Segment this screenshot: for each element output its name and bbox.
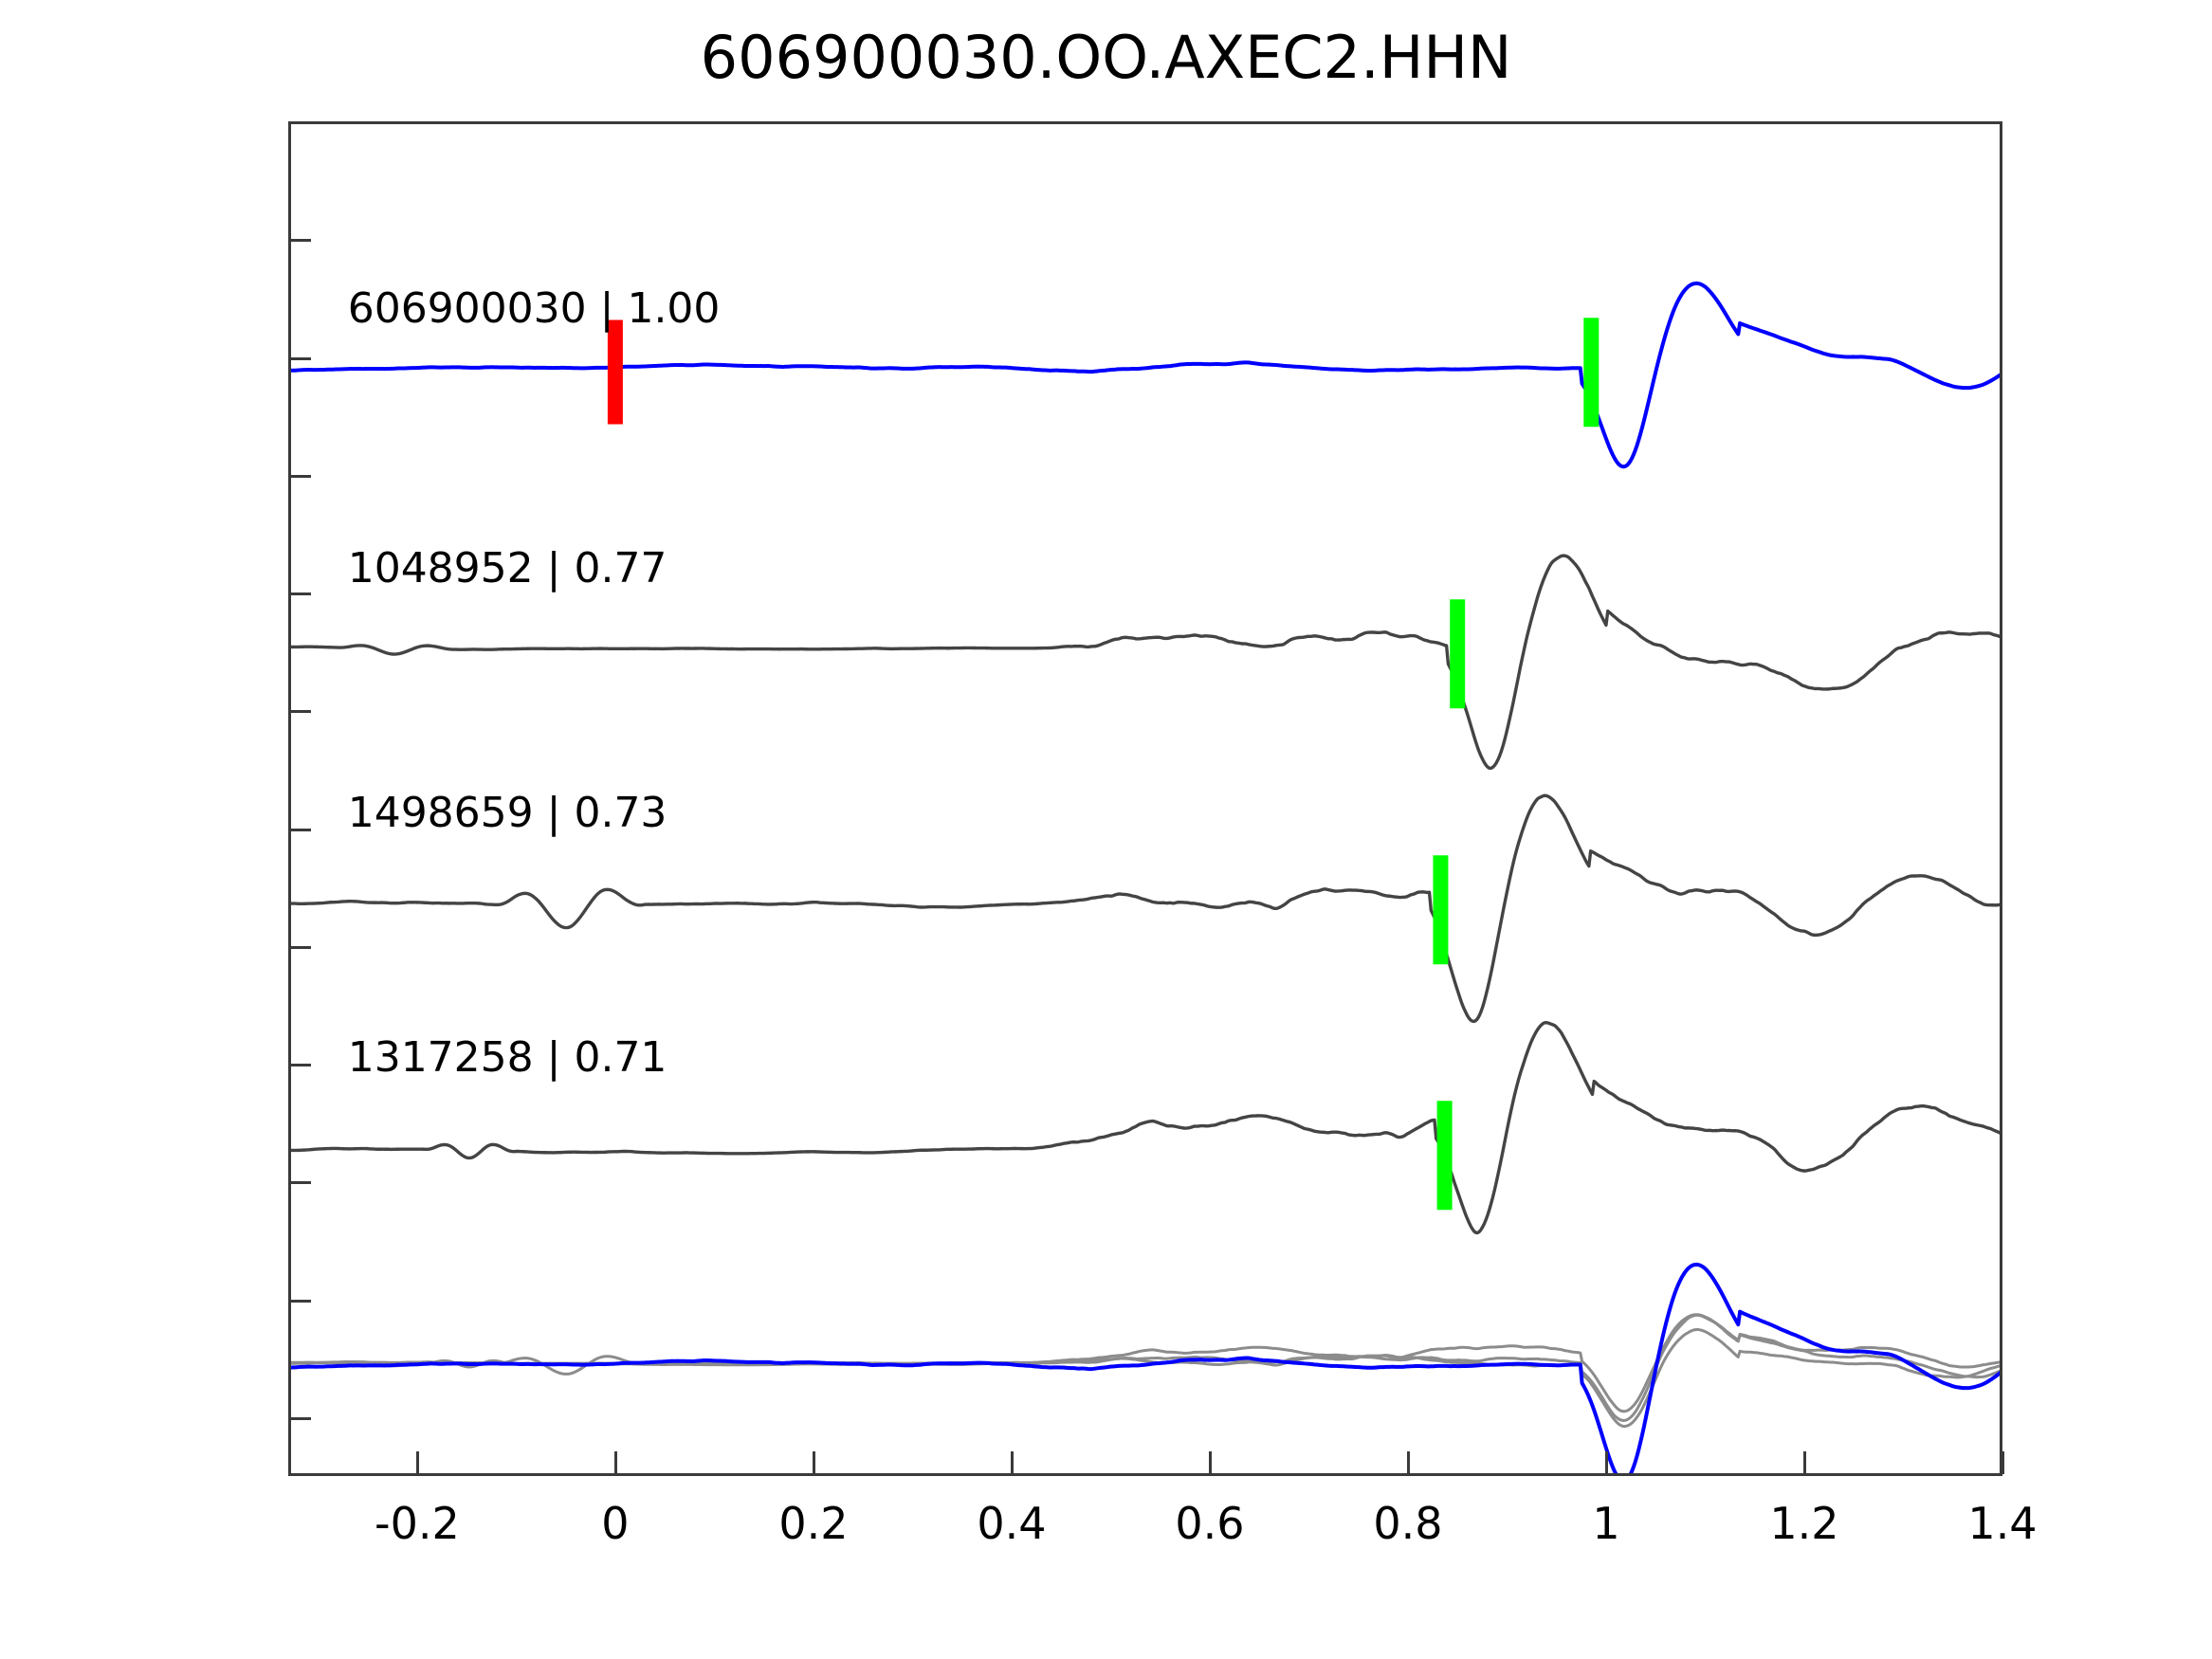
- trace-label-606900030: 606900030 | 1.00: [347, 284, 721, 333]
- s-pick-marker: [1583, 318, 1600, 428]
- x-axis-tick-label: 1: [1592, 1498, 1620, 1549]
- overlay-trace-1498659: [288, 1313, 2002, 1422]
- overlay-trace-template: [288, 1262, 2002, 1476]
- x-axis-tick-label: 1.2: [1769, 1498, 1839, 1549]
- waveform-canvas: [288, 281, 2002, 1476]
- x-axis-tick-mark: [812, 1451, 815, 1474]
- x-axis-tick-mark: [1010, 1451, 1014, 1474]
- x-axis-tick-mark: [415, 1451, 419, 1474]
- x-axis-tick-label: 0: [601, 1498, 630, 1549]
- y-axis-tick-mark: [288, 357, 311, 360]
- x-axis-tick-label: 0.6: [1175, 1498, 1245, 1549]
- s-pick-marker: [1433, 855, 1449, 965]
- waveform-trace-1498659: [288, 793, 2002, 1024]
- trace-label-1498659: 1498659 | 0.73: [347, 789, 667, 837]
- x-axis-tick-label: 0.8: [1373, 1498, 1443, 1549]
- x-axis-tick-label: -0.2: [374, 1498, 460, 1549]
- y-axis-tick-mark: [288, 1417, 311, 1420]
- waveform-trace-606900030: [288, 281, 2002, 469]
- y-axis-tick-mark: [288, 475, 311, 478]
- y-axis-tick-mark: [288, 239, 311, 242]
- x-axis-tick-mark: [1604, 1451, 1608, 1474]
- trace-label-1317258: 1317258 | 0.71: [347, 1033, 667, 1082]
- x-axis-tick-mark: [1208, 1451, 1212, 1474]
- overlay-trace-1048952: [288, 1328, 2002, 1429]
- waveform-trace-1317258: [288, 1021, 2002, 1235]
- x-axis-tick-label: 0.4: [977, 1498, 1047, 1549]
- y-axis-tick-mark: [288, 829, 311, 831]
- y-axis-tick-mark: [288, 1064, 311, 1066]
- waveform-trace-1048952: [288, 554, 2002, 770]
- p-pick-marker: [607, 319, 623, 425]
- y-axis-tick-mark: [288, 946, 311, 949]
- y-axis-tick-mark: [288, 1181, 311, 1184]
- s-pick-marker: [1436, 1101, 1453, 1211]
- s-pick-marker: [1450, 599, 1466, 709]
- x-axis-tick-mark: [2002, 1451, 2004, 1474]
- trace-label-1048952: 1048952 | 0.77: [347, 544, 667, 592]
- x-axis-tick-label: 1.4: [1967, 1498, 2038, 1549]
- x-axis-tick-label: 0.2: [778, 1498, 849, 1549]
- y-axis-tick-mark: [288, 710, 311, 713]
- y-axis-tick-mark: [288, 592, 311, 595]
- x-axis-tick-mark: [1802, 1451, 1806, 1474]
- x-axis-tick-mark: [613, 1451, 617, 1474]
- x-axis-tick-mark: [1406, 1451, 1410, 1474]
- y-axis-tick-mark: [288, 1300, 311, 1303]
- page-title: 606900030.OO.AXEC2.HHN: [700, 23, 1512, 92]
